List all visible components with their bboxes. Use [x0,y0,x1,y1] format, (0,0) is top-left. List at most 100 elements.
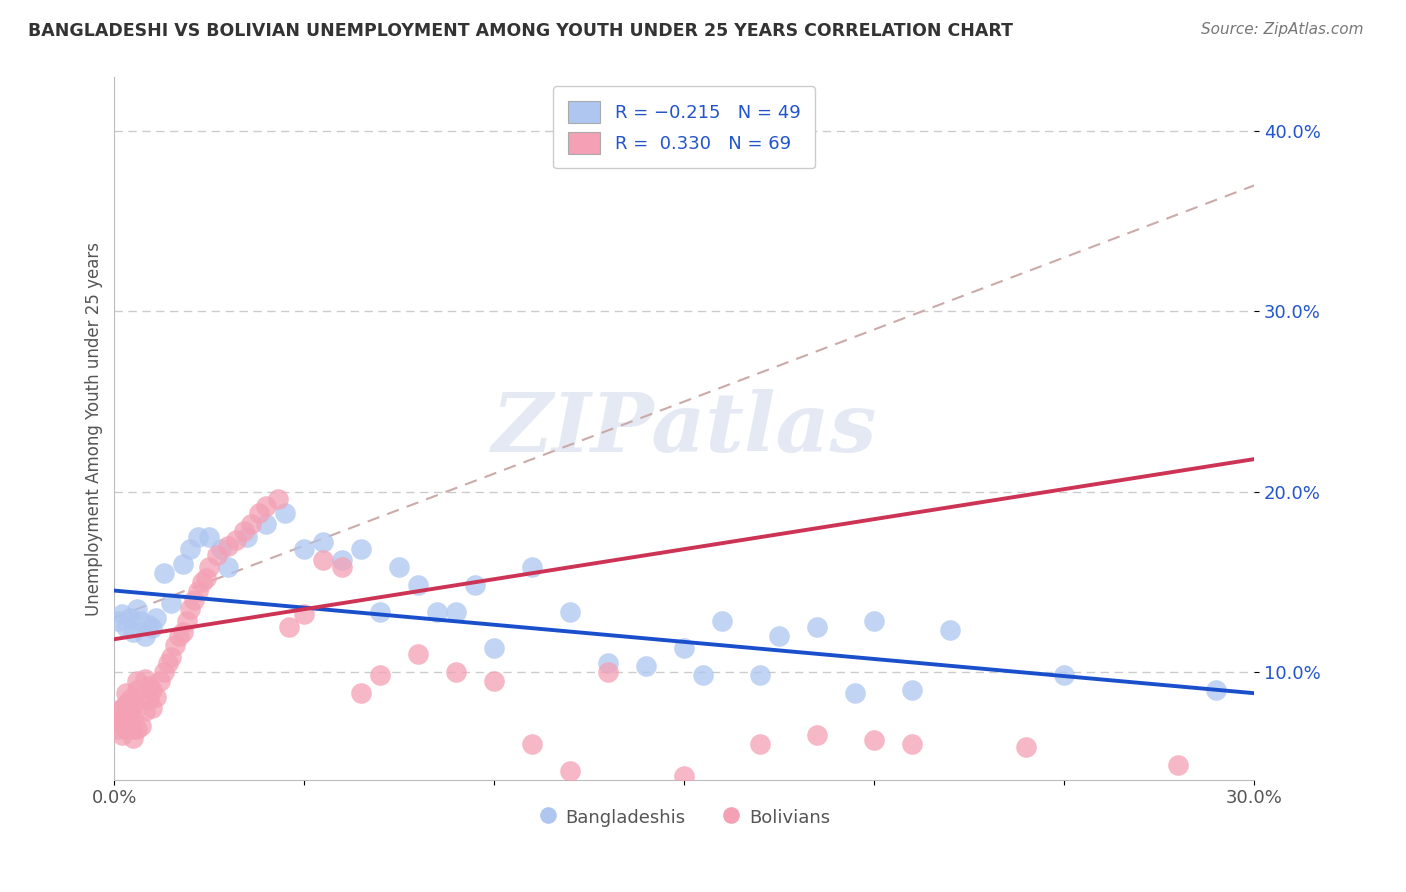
Point [141,682,163,697]
Point [187,583,209,598]
Point [107,722,129,736]
Point [806,619,828,633]
Point [176,614,198,628]
Y-axis label: Unemployment Among Youth under 25 years: Unemployment Among Youth under 25 years [86,242,103,615]
Point [312,553,335,567]
Point [138,691,160,706]
Point [484,673,506,688]
Point [160,596,183,610]
Point [187,530,209,544]
Point [122,722,145,736]
Point [114,686,136,700]
Point [107,614,129,628]
Text: BANGLADESHI VS BOLIVIAN UNEMPLOYMENT AMONG YOUTH UNDER 25 YEARS CORRELATION CHAR: BANGLADESHI VS BOLIVIAN UNEMPLOYMENT AMO… [28,22,1014,40]
Point [292,542,315,557]
Point [446,665,468,679]
Point [152,665,174,679]
Point [560,605,582,619]
Point [484,641,506,656]
Point [522,737,544,751]
Point [127,673,149,688]
Point [134,704,156,718]
Legend: Bangladeshis, Bolivians: Bangladeshis, Bolivians [531,801,837,834]
Point [1015,740,1038,755]
Point [274,506,297,520]
Point [749,737,772,751]
Point [114,709,136,723]
Text: ZIPatlas: ZIPatlas [492,389,877,468]
Point [711,614,734,628]
Point [217,539,239,553]
Point [749,668,772,682]
Point [152,566,174,580]
Point [408,647,430,661]
Point [179,542,201,557]
Point [901,682,924,697]
Point [127,682,149,697]
Point [179,601,201,615]
Point [236,530,259,544]
Point [118,610,141,624]
Point [198,560,221,574]
Point [673,769,696,783]
Point [408,578,430,592]
Point [254,516,277,531]
Point [141,621,163,635]
Point [129,614,152,628]
Point [167,629,190,643]
Point [138,679,160,693]
Point [127,601,149,615]
Point [149,673,172,688]
Point [134,672,156,686]
Point [522,560,544,574]
Point [217,560,239,574]
Point [127,722,149,736]
Point [330,560,353,574]
Point [172,557,194,571]
Point [114,619,136,633]
Point [107,704,129,718]
Point [278,619,301,633]
Point [312,535,335,549]
Point [122,709,145,723]
Point [145,610,167,624]
Point [350,542,373,557]
Point [426,605,449,619]
Point [1167,758,1189,772]
Point [598,665,620,679]
Point [129,690,152,704]
Point [122,731,145,746]
Point [129,718,152,732]
Point [191,574,214,589]
Point [388,560,411,574]
Point [863,614,886,628]
Point [111,714,134,729]
Point [160,650,183,665]
Point [118,704,141,718]
Point [560,764,582,778]
Text: Source: ZipAtlas.com: Source: ZipAtlas.com [1201,22,1364,37]
Point [939,623,962,637]
Point [138,617,160,632]
Point [240,516,263,531]
Point [111,700,134,714]
Point [254,499,277,513]
Point [330,553,353,567]
Point [172,624,194,639]
Point [118,691,141,706]
Point [636,659,658,673]
Point [692,668,714,682]
Point [863,733,886,747]
Point [194,571,217,585]
Point [673,641,696,656]
Point [122,624,145,639]
Point [267,491,290,506]
Point [901,737,924,751]
Point [205,548,228,562]
Point [464,578,486,592]
Point [141,700,163,714]
Point [768,629,790,643]
Point [370,605,392,619]
Point [844,686,866,700]
Point [107,713,129,727]
